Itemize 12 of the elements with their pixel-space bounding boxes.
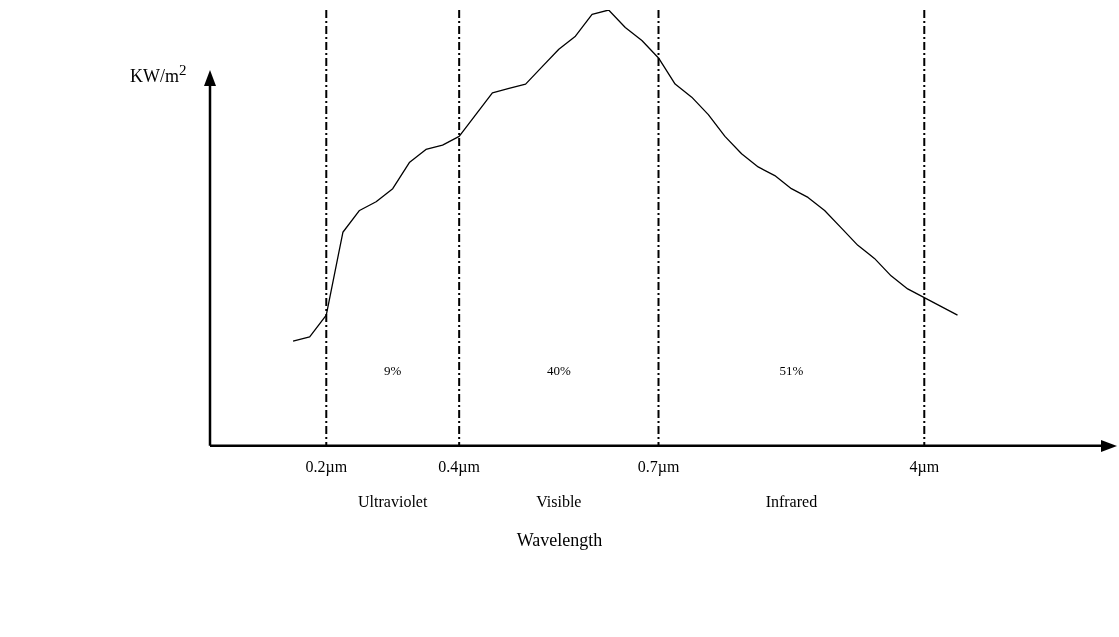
annotation: 40% — [546, 363, 571, 379]
text: Visible — [536, 493, 582, 510]
text: Ultraviolet — [358, 493, 428, 510]
annotation: 51% — [779, 363, 804, 379]
x-tick-label: 0.4µm — [438, 457, 481, 476]
text: Infrared — [765, 493, 818, 510]
x-axis-title: Wavelength — [515, 530, 604, 551]
annotation: 9% — [384, 363, 402, 379]
x-tick-label: 0.7µm — [637, 457, 680, 476]
x-tick-label: 4µm — [909, 457, 940, 476]
y-axis-title: KW/m$^{2}$ — [130, 62, 187, 87]
x-tick-label: 0.2µm — [305, 457, 348, 476]
